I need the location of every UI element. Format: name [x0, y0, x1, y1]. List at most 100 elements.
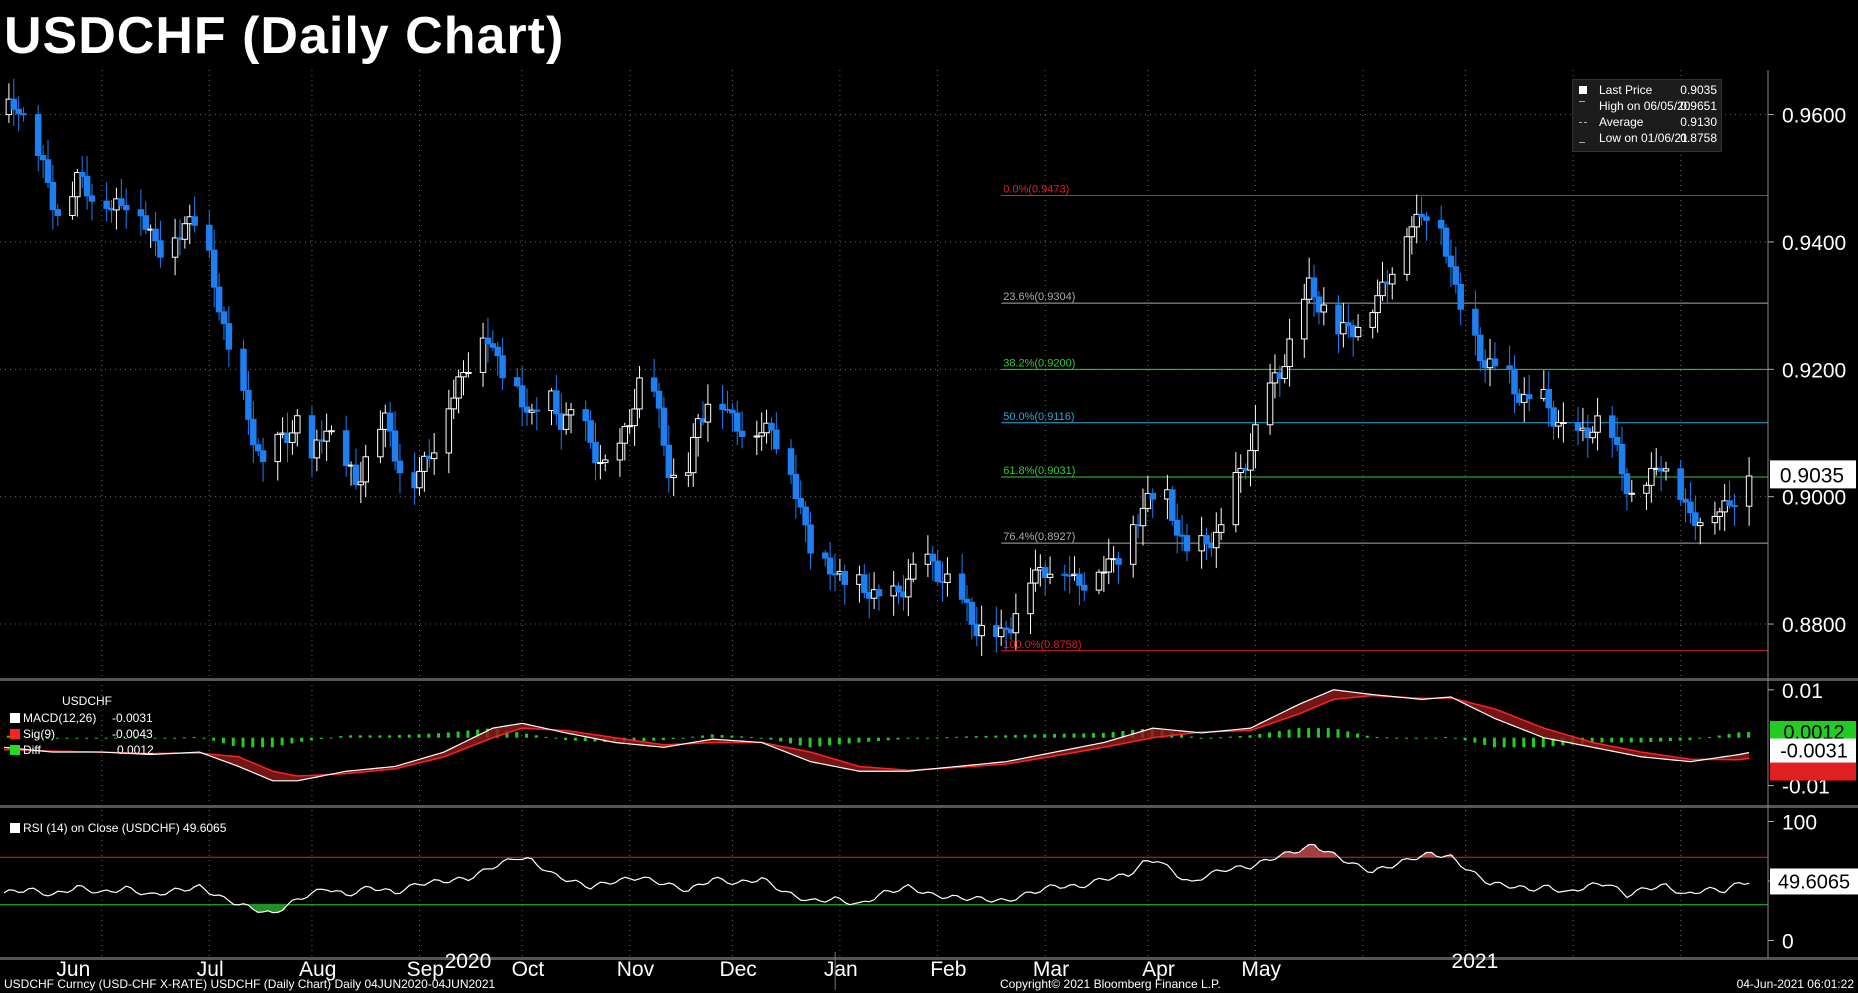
macd-histogram-bar: [1209, 737, 1213, 739]
candle-up: [670, 474, 677, 478]
candle-down: [1345, 322, 1352, 327]
macd-histogram-bar: [339, 736, 343, 738]
y-tick-label: 0.9000: [1782, 487, 1846, 510]
macd-histogram-bar: [1062, 733, 1066, 738]
candle-down: [797, 497, 805, 508]
candle-up: [1408, 226, 1416, 238]
macd-histogram-bar: [309, 737, 313, 741]
candle-up: [465, 371, 472, 374]
macd-histogram-bar: [1043, 734, 1047, 738]
macd-histogram-bar: [1492, 737, 1496, 748]
macd-histogram-bar: [1688, 737, 1692, 741]
candle-up: [377, 428, 384, 458]
chart-title: USDCHF (Daily Chart): [4, 7, 565, 65]
macd-histogram-bar: [779, 737, 783, 742]
macd-histogram-bar: [270, 737, 274, 748]
candle-down: [660, 407, 668, 446]
candle-up: [704, 403, 712, 423]
candle-down: [1545, 389, 1552, 409]
candle-up: [1105, 558, 1112, 573]
macd-histogram-bar: [1228, 736, 1232, 738]
y-tick-label: 0.9200: [1782, 359, 1846, 382]
candle-down: [191, 216, 198, 226]
candle-up: [171, 237, 179, 258]
candle-down: [240, 348, 247, 391]
candle-down: [1149, 492, 1156, 500]
candle-down: [523, 406, 531, 413]
macd-histogram-bar: [1737, 732, 1741, 738]
macd-histogram-bar: [1336, 729, 1340, 738]
candle-down: [768, 422, 775, 431]
rsi-y-tick-label: 100: [1782, 812, 1817, 835]
candle-down: [1682, 498, 1689, 503]
candle-down: [49, 181, 57, 211]
macd-histogram-bar: [1590, 737, 1594, 743]
macd-histogram-bar: [1365, 735, 1369, 738]
candle-down: [1442, 227, 1450, 257]
candle-down: [929, 553, 937, 562]
macd-histogram-bar: [358, 735, 362, 738]
candle-down: [1472, 308, 1479, 336]
x-month-label: Jan: [824, 958, 858, 981]
candle-down: [1608, 415, 1616, 438]
candle-up: [621, 426, 629, 444]
macd-histogram-bar: [1678, 737, 1682, 741]
rsi-overbought-fill: [1428, 852, 1434, 858]
candle-down: [10, 98, 18, 110]
candle-up: [1266, 382, 1274, 426]
macd-label: MACD(12,26): [23, 711, 97, 725]
macd-histogram-bar: [730, 735, 734, 738]
candle-up: [1213, 531, 1220, 549]
macd-y-tick-label: 0.01: [1782, 680, 1823, 703]
candle-up: [1589, 431, 1596, 439]
legend-value: 0.9130: [1680, 115, 1717, 129]
macd-histogram-bar: [407, 734, 411, 738]
macd-histogram-bar: [1610, 737, 1614, 743]
candle-down: [1491, 358, 1499, 367]
candle-down: [83, 175, 91, 197]
rsi-overbought-fill: [1443, 855, 1449, 858]
candle-down: [1731, 505, 1738, 508]
candle-down: [1310, 277, 1318, 298]
candle-down: [533, 409, 541, 412]
macd-histogram-bar: [1356, 733, 1360, 738]
candle-up: [944, 573, 951, 584]
candle-down: [386, 412, 394, 432]
candle-up: [74, 172, 81, 198]
macd-histogram-bar: [75, 737, 79, 739]
macd-histogram-bar: [1639, 737, 1643, 743]
candle-up: [1095, 571, 1103, 591]
rsi-panel-plot: [0, 843, 1768, 914]
candle-down: [245, 389, 252, 420]
low-marker-icon: [1579, 142, 1585, 143]
macd-histogram-bar: [1121, 731, 1125, 738]
rsi-oversold-fill: [280, 904, 286, 911]
x-month-label: Nov: [617, 958, 655, 981]
macd-histogram-bar: [994, 735, 998, 738]
candle-down: [958, 573, 966, 600]
macd-histogram-bar: [466, 730, 470, 738]
last-price-label: 0.9035: [1780, 464, 1844, 487]
macd-histogram-bar: [1414, 737, 1418, 739]
candle-down: [122, 205, 130, 211]
macd-histogram-bar: [437, 733, 441, 738]
candle-up: [1696, 522, 1704, 527]
candle-up: [1340, 322, 1347, 335]
macd-histogram-bar: [1199, 737, 1203, 739]
macd-histogram-bar: [456, 731, 460, 738]
macd-histogram-bar: [1659, 737, 1663, 742]
candle-down: [1169, 489, 1176, 521]
fib-level-label: 100.0%(0.8758): [1003, 639, 1081, 651]
candle-down: [1687, 501, 1694, 514]
candle-down: [137, 209, 145, 217]
candle-up: [1217, 524, 1225, 533]
candle-up: [997, 627, 1005, 638]
candle-down: [250, 418, 257, 446]
macd-histogram-bar: [290, 737, 294, 744]
macd-histogram-bar: [114, 737, 118, 739]
signal-value: -0.0043: [112, 727, 153, 741]
candle-up: [636, 377, 643, 410]
macd-histogram-bar: [133, 737, 137, 739]
macd-histogram-bar: [1395, 737, 1399, 739]
y-tick-label: 0.9400: [1782, 232, 1846, 255]
